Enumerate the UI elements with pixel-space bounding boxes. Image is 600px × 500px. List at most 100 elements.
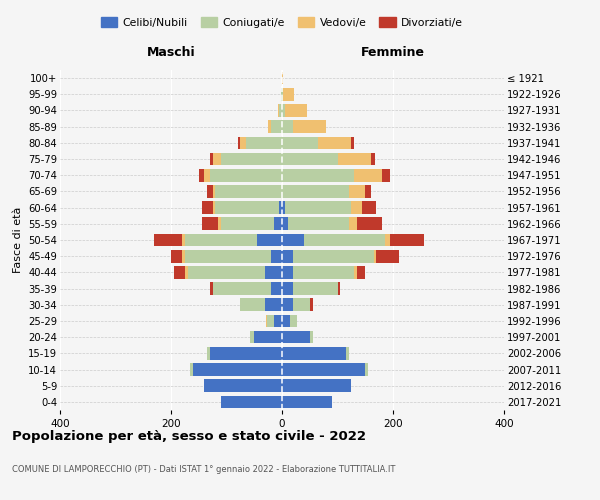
Bar [285,104,307,117]
Bar [221,218,274,230]
Bar [282,314,290,328]
Bar [282,152,337,166]
Bar [185,266,188,278]
Bar [202,202,212,214]
Bar [278,104,279,117]
Bar [346,347,349,360]
Bar [210,347,282,360]
Bar [221,396,282,408]
Bar [293,282,337,295]
Bar [287,218,349,230]
Bar [376,250,398,262]
Bar [285,202,352,214]
Bar [238,136,241,149]
Bar [185,234,257,246]
Bar [210,282,212,295]
Bar [274,218,282,230]
Bar [215,185,282,198]
Bar [282,380,352,392]
Bar [282,298,293,311]
Bar [310,331,313,344]
Y-axis label: Fasce di età: Fasce di età [13,207,23,273]
Bar [241,298,265,311]
Bar [282,396,332,408]
Bar [154,234,182,246]
Bar [282,363,365,376]
Bar [282,88,283,101]
Bar [254,331,282,344]
Bar [268,120,271,133]
Bar [271,120,282,133]
Bar [293,250,374,262]
Bar [293,120,326,133]
Bar [337,152,371,166]
Bar [281,88,282,101]
Bar [282,218,287,230]
Bar [365,363,368,376]
Bar [279,104,282,117]
Text: Popolazione per età, sesso e stato civile - 2022: Popolazione per età, sesso e stato civil… [12,430,366,443]
Bar [265,298,282,311]
Bar [282,282,293,295]
Bar [212,152,221,166]
Text: COMUNE DI LAMPORECCHIO (PT) - Dati ISTAT 1° gennaio 2022 - Elaborazione TUTTITAL: COMUNE DI LAMPORECCHIO (PT) - Dati ISTAT… [12,465,395,474]
Bar [357,218,382,230]
Bar [274,314,282,328]
Bar [282,120,293,133]
Bar [282,104,285,117]
Bar [266,314,267,328]
Bar [246,136,282,149]
Bar [221,152,282,166]
Bar [271,250,282,262]
Bar [212,202,215,214]
Bar [212,282,271,295]
Bar [174,266,185,278]
Bar [282,169,354,181]
Bar [199,169,204,181]
Bar [337,282,340,295]
Bar [354,169,382,181]
Text: Femmine: Femmine [361,46,425,59]
Bar [204,380,282,392]
Bar [188,266,265,278]
Bar [352,136,354,149]
Bar [282,136,318,149]
Bar [212,185,215,198]
Bar [310,298,313,311]
Bar [349,218,357,230]
Bar [349,185,365,198]
Bar [357,266,365,278]
Bar [282,266,293,278]
Bar [267,314,274,328]
Bar [257,234,282,246]
Bar [215,202,279,214]
Legend: Celibi/Nubili, Coniugati/e, Vedovi/e, Divorziati/e: Celibi/Nubili, Coniugati/e, Vedovi/e, Di… [97,13,467,32]
Bar [282,250,293,262]
Bar [271,282,282,295]
Bar [182,234,185,246]
Bar [290,314,297,328]
Bar [241,136,246,149]
Bar [304,234,385,246]
Text: Maschi: Maschi [146,46,196,59]
Bar [354,266,357,278]
Bar [193,363,282,376]
Bar [210,152,212,166]
Bar [265,266,282,278]
Bar [171,250,182,262]
Bar [207,185,212,198]
Bar [185,250,271,262]
Bar [283,88,294,101]
Bar [282,347,346,360]
Bar [371,152,375,166]
Bar [374,250,376,262]
Bar [282,72,283,85]
Bar [282,202,285,214]
Bar [282,185,349,198]
Bar [352,202,362,214]
Bar [293,298,310,311]
Bar [382,169,390,181]
Bar [293,266,354,278]
Bar [385,234,390,246]
Bar [362,202,376,214]
